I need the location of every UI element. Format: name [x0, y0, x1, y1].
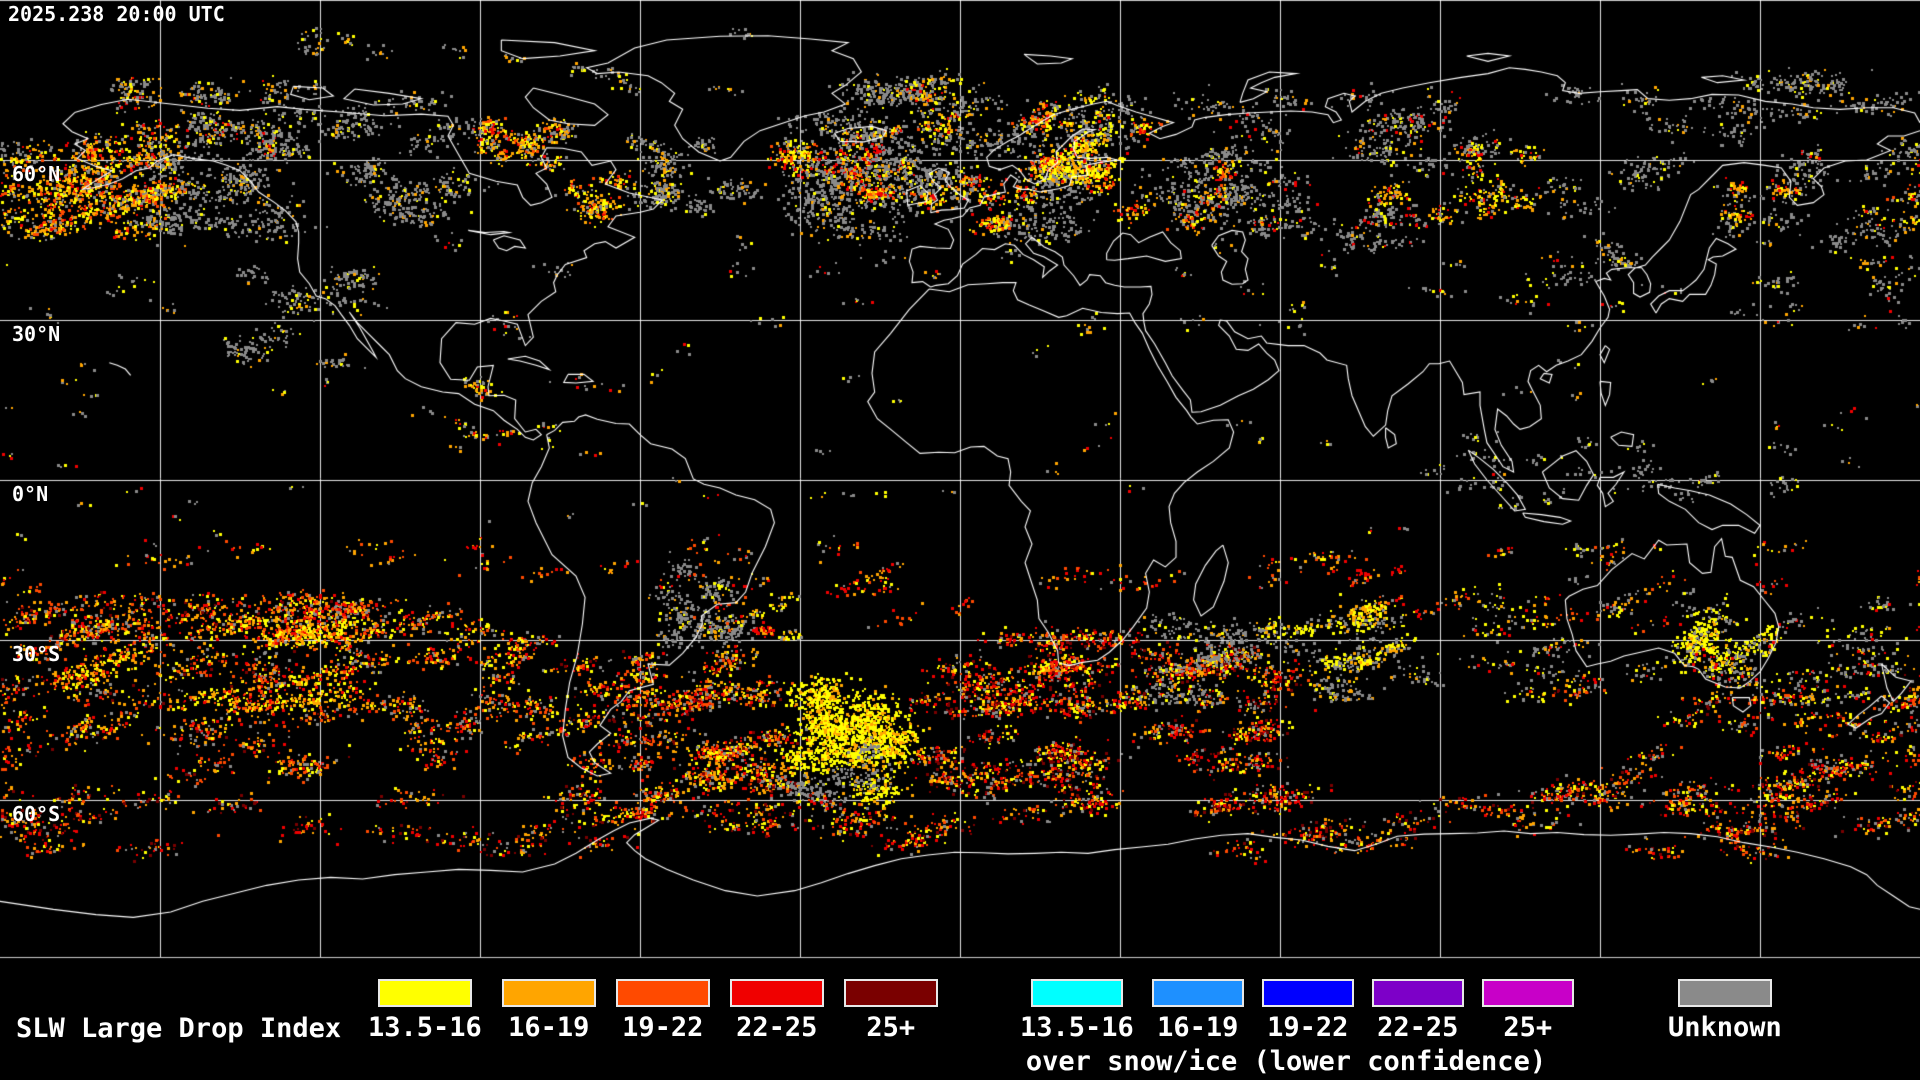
legend-swatch: [729, 979, 824, 1007]
legend-standard-group: 13.5-16 16-19 19-22 22-25 25+: [368, 979, 938, 1042]
legend-label: 25+: [1503, 1012, 1553, 1043]
legend-item: 25+: [843, 979, 938, 1043]
latitude-label-0n: 0°N: [12, 482, 49, 506]
legend-snowice-note: over snow/ice (lower confidence): [1025, 1046, 1547, 1077]
latitude-label-30n: 30°N: [12, 322, 61, 346]
legend-unknown-group: Unknown: [1668, 979, 1782, 1042]
legend-title: SLW Large Drop Index: [16, 1013, 342, 1044]
legend-item: 13.5-16: [368, 979, 482, 1042]
legend-item: 25+: [1481, 979, 1574, 1043]
legend-item: 13.5-16: [1020, 979, 1134, 1042]
legend-item: Unknown: [1668, 979, 1782, 1042]
latitude-label-60n: 60°N: [12, 162, 61, 186]
legend-swatch: [1481, 979, 1574, 1007]
legend-swatch: [1371, 979, 1464, 1007]
legend-item: 22-25: [1371, 979, 1464, 1043]
legend-item: 22-25: [729, 979, 824, 1043]
legend-label: 16-19: [508, 1012, 590, 1043]
legend-label: 22-25: [1377, 1012, 1459, 1043]
legend-item: 19-22: [615, 979, 710, 1043]
legend-swatch: [843, 979, 938, 1007]
legend-label: Unknown: [1668, 1012, 1782, 1043]
legend-swatch: [377, 979, 472, 1007]
latitude-label-30s: 30°S: [12, 642, 61, 666]
legend-swatch: [615, 979, 710, 1007]
legend-snowice-group: 13.5-16 16-19 19-22 22-25 25+: [1020, 979, 1574, 1042]
legend-label: 13.5-16: [368, 1012, 482, 1043]
timestamp-label: 2025.238 20:00 UTC: [8, 2, 225, 26]
legend-label: 19-22: [1267, 1012, 1349, 1043]
legend-swatch: [501, 979, 596, 1007]
legend-swatch: [1677, 979, 1772, 1007]
legend-item: 16-19: [1151, 979, 1244, 1043]
legend-label: 19-22: [622, 1012, 704, 1043]
legend-label: 22-25: [736, 1012, 818, 1043]
latitude-label-60s: 60°S: [12, 802, 61, 826]
legend-item: 19-22: [1261, 979, 1354, 1043]
legend-label: 13.5-16: [1020, 1012, 1134, 1043]
legend-label: 25+: [866, 1012, 916, 1043]
legend-swatch: [1261, 979, 1354, 1007]
legend-swatch: [1030, 979, 1123, 1007]
legend-item: 16-19: [501, 979, 596, 1043]
legend-label: 16-19: [1157, 1012, 1239, 1043]
legend-swatch: [1151, 979, 1244, 1007]
